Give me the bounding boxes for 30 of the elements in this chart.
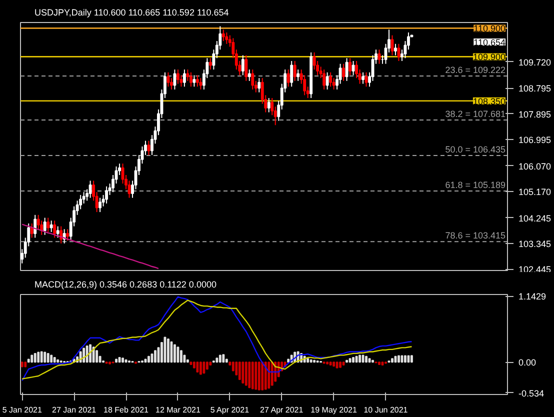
x-tick-label: 27 Jan 2021 <box>52 406 97 414</box>
x-tick-label: 10 Jun 2021 <box>364 406 408 414</box>
y-tick-label: 0.00 <box>518 358 536 368</box>
ref-line-label: 38.2 = 107.681 <box>445 108 506 119</box>
y-tick-label: 105.170 <box>518 187 552 198</box>
y-tick-label: 106.995 <box>518 135 552 146</box>
ref-line-label: 108.350 <box>472 96 506 106</box>
x-tick-label: 18 Feb 2021 <box>104 406 150 414</box>
y-tick-label: 108.795 <box>518 84 552 94</box>
annotation: 110.654 <box>474 38 506 48</box>
ref-line-label: 23.6 = 109.222 <box>445 65 506 76</box>
y-tick-label: 107.895 <box>518 109 552 120</box>
y-tick-label: 1.1429 <box>518 292 546 302</box>
x-tick-label: 19 May 2021 <box>310 406 358 414</box>
y-tick-label: 104.245 <box>518 213 552 224</box>
x-tick-label: 5 Apr 2021 <box>210 406 250 414</box>
y-tick-label: 106.070 <box>518 161 552 172</box>
chart-title: MACD(12,26,9) 0.3546 0.2683 0.1122 0.0000 <box>34 280 216 290</box>
ref-line-label: 78.6 = 103.415 <box>445 230 506 241</box>
chart-title: USDJPY,Daily 110.600 110.665 110.592 110.654 <box>34 8 229 18</box>
y-tick-label: 109.720 <box>518 57 552 68</box>
x-tick-label: 27 Apr 2021 <box>260 406 304 414</box>
ref-line-label: 110.900 <box>474 24 506 34</box>
x-tick-label: 5 Jan 2021 <box>2 406 42 414</box>
ref-line-label: 61.8 = 105.189 <box>445 180 506 190</box>
ref-line-label: 50.0 = 106.435 <box>445 144 506 154</box>
x-tick-label: 12 Mar 2021 <box>156 406 201 414</box>
y-tick-label: 103.345 <box>518 239 552 250</box>
ref-line-label: 109.900 <box>472 52 506 62</box>
y-tick-label: -0.534 <box>518 388 544 398</box>
